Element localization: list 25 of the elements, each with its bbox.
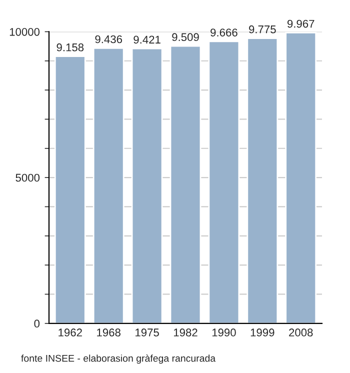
x-tick-label: 1990 (212, 328, 236, 336)
bar (208, 40, 240, 324)
y-tick-label: 0 (34, 320, 40, 328)
bar (246, 38, 278, 324)
data-label: 9.775 (249, 25, 276, 34)
source-note: fonte INSEE - elaborasion gràfega rancurada (21, 354, 216, 364)
data-label: 9.509 (172, 33, 199, 42)
data-label: 9.158 (56, 43, 84, 52)
data-label: 9.967 (287, 20, 314, 28)
data-label: 9.666 (210, 28, 238, 36)
x-tick-label: 1968 (97, 328, 120, 336)
x-tick-label: 1962 (58, 328, 82, 336)
bar (54, 56, 86, 324)
x-tick-label: 1975 (136, 328, 159, 336)
bar (92, 47, 124, 324)
x-tick-label: 1999 (250, 328, 274, 336)
y-tick-label: 5000 (16, 174, 40, 182)
y-tick-label: 10000 (10, 28, 40, 36)
data-label: 9.421 (134, 36, 160, 44)
bar (285, 32, 317, 324)
bar (131, 48, 163, 324)
x-tick-label: 2008 (289, 328, 313, 336)
data-label: 9.436 (95, 35, 122, 44)
bar (170, 45, 202, 324)
x-tick-label: 1982 (174, 328, 198, 336)
